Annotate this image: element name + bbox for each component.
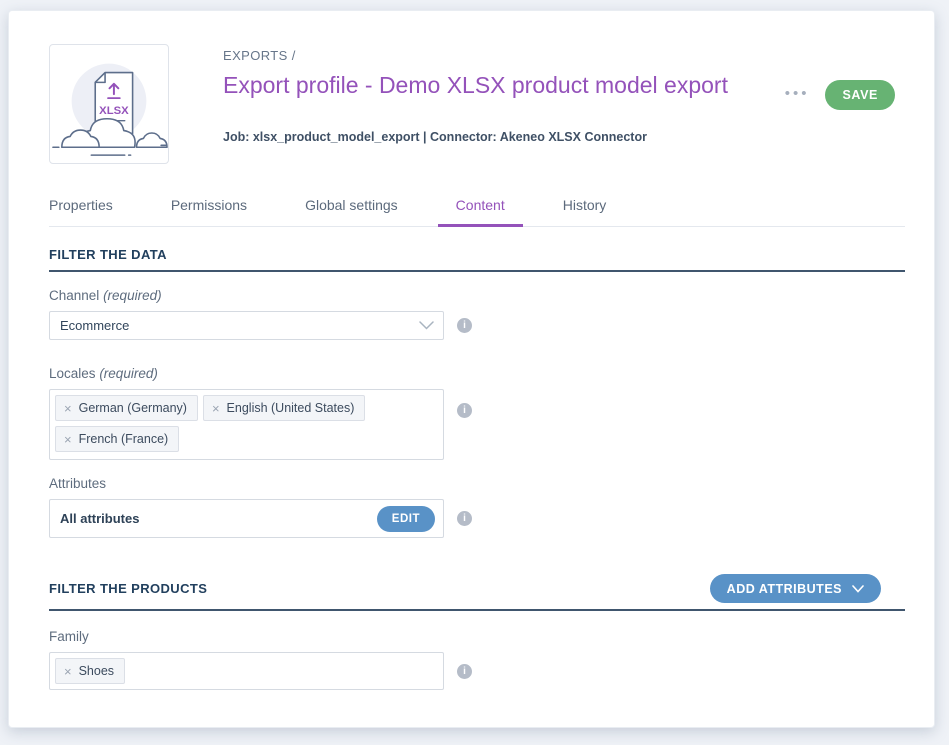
more-options-icon[interactable]: ••• <box>784 84 810 102</box>
breadcrumb[interactable]: EXPORTS / <box>223 48 296 63</box>
family-group: Family × Shoes i <box>49 629 905 690</box>
tab-permissions[interactable]: Permissions <box>170 197 248 213</box>
export-illustration: XLSX <box>49 44 169 164</box>
attributes-group: Attributes All attributes EDIT i <box>49 476 905 538</box>
section-title: FILTER THE DATA <box>49 247 167 262</box>
tab-properties[interactable]: Properties <box>49 197 113 213</box>
tab-global-settings[interactable]: Global settings <box>305 197 398 213</box>
section-filter-products: FILTER THE PRODUCTS ADD ATTRIBUTES <box>49 574 905 611</box>
attributes-label: Attributes <box>49 476 107 491</box>
attributes-value: All attributes <box>60 511 140 526</box>
chevron-down-icon <box>419 321 434 330</box>
channel-group: Channel (required) Ecommerce i <box>49 288 905 340</box>
header-text: EXPORTS / Export profile - Demo XLSX pro… <box>223 44 728 164</box>
family-label: Family <box>49 629 89 644</box>
required-note: (required) <box>99 366 158 381</box>
add-attributes-button[interactable]: ADD ATTRIBUTES <box>709 574 881 603</box>
export-profile-card: XLSX EXPORTS / Export profile - Demo XLS… <box>8 10 935 728</box>
channel-selected-value: Ecommerce <box>60 318 130 333</box>
required-note: (required) <box>103 288 162 303</box>
info-icon[interactable]: i <box>457 403 472 418</box>
tag-label: English (United States) <box>226 401 355 415</box>
tab-content[interactable]: Content <box>437 197 523 227</box>
tag-label: French (France) <box>78 432 169 446</box>
edit-attributes-button[interactable]: EDIT <box>376 505 435 532</box>
tab-history[interactable]: History <box>562 197 607 213</box>
page-header: XLSX EXPORTS / Export profile - Demo XLS… <box>49 44 905 164</box>
locale-tag: × French (France) <box>55 426 180 452</box>
save-button[interactable]: SAVE <box>825 80 895 110</box>
family-multiselect[interactable]: × Shoes <box>49 652 444 690</box>
header-actions: ••• SAVE <box>785 80 895 110</box>
attributes-field: All attributes EDIT <box>49 499 444 538</box>
page-title: Export profile - Demo XLSX product model… <box>223 72 728 98</box>
tag-label: Shoes <box>78 664 115 678</box>
tag-label: German (Germany) <box>78 401 187 415</box>
remove-tag-icon[interactable]: × <box>64 663 72 679</box>
remove-tag-icon[interactable]: × <box>211 400 220 416</box>
section-title: FILTER THE PRODUCTS <box>49 581 208 596</box>
channel-select[interactable]: Ecommerce <box>49 311 444 340</box>
locale-tag: × English (United States) <box>202 395 366 421</box>
job-meta: Job: xlsx_product_model_export | Connect… <box>223 130 647 144</box>
locales-label: Locales (required) <box>49 366 158 381</box>
info-icon[interactable]: i <box>457 663 472 679</box>
family-tag: × Shoes <box>55 658 126 684</box>
xlsx-upload-illustration-icon: XLSX <box>52 63 168 156</box>
section-filter-data: FILTER THE DATA <box>49 247 905 272</box>
chevron-down-icon <box>852 584 864 593</box>
locales-group: Locales (required) × German (Germany) × … <box>49 366 905 460</box>
svg-text:XLSX: XLSX <box>99 105 129 117</box>
info-icon[interactable]: i <box>457 511 472 526</box>
info-icon[interactable]: i <box>457 318 472 333</box>
tab-bar: Properties Permissions Global settings C… <box>49 197 905 227</box>
remove-tag-icon[interactable]: × <box>64 431 72 447</box>
locale-tag: × German (Germany) <box>55 395 198 421</box>
remove-tag-icon[interactable]: × <box>64 400 72 416</box>
locales-multiselect[interactable]: × German (Germany) × English (United Sta… <box>49 389 444 460</box>
channel-label: Channel (required) <box>49 288 162 303</box>
